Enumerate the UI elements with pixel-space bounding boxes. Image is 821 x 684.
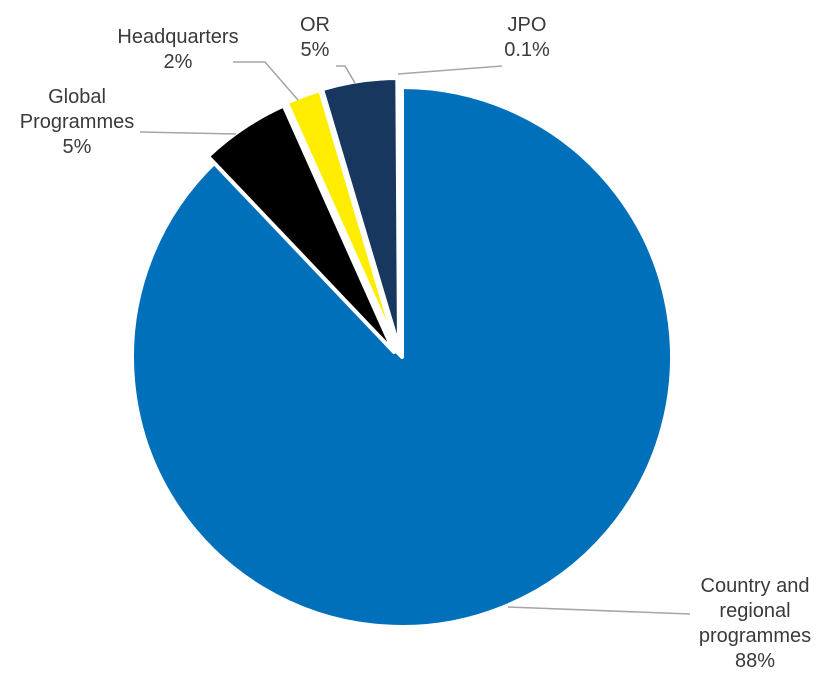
slice-label-or: OR 5% [300, 14, 330, 61]
slice-name-line: regional [719, 600, 790, 622]
pie-slices [130, 75, 674, 629]
slice-labels: Country and regional programmes 88% Global Pr… [20, 14, 811, 672]
slice-name-line: JPO [508, 14, 547, 36]
pie-slice-or [320, 76, 401, 350]
slice-value-label: 88% [735, 650, 775, 672]
leader-line-jpo [397, 65, 503, 75]
pie-slice-jpo [397, 75, 403, 350]
slice-name-line: OR [300, 14, 330, 36]
pie-slice-country-and-regional-programmes [130, 85, 674, 629]
leader-line-or [336, 65, 356, 84]
leader-line-country-and-regional-programmes [507, 606, 691, 615]
slice-name-line: programmes [699, 625, 811, 647]
slice-label-headquarters: Headquarters 2% [117, 26, 238, 73]
slice-label-jpo: JPO 0.1% [504, 14, 550, 61]
slice-value-label: 2% [164, 51, 193, 73]
leader-lines [139, 61, 691, 615]
pie-slice-global-programmes [205, 103, 396, 354]
leader-line-headquarters [233, 61, 299, 101]
slice-value-label: 0.1% [504, 39, 550, 61]
slice-name-line: Programmes [20, 111, 134, 133]
slice-value-label: 5% [63, 136, 92, 158]
slice-value-label: 5% [301, 39, 330, 61]
slice-name-line: Global [48, 86, 106, 108]
slice-name-line: Country and [701, 575, 810, 597]
leader-line-global-programmes [139, 131, 237, 135]
slice-name-line: Headquarters [117, 26, 238, 48]
pie-slice-headquarters [284, 88, 399, 351]
slice-label-global-programmes: Global Programmes 5% [20, 86, 134, 158]
slice-label-country-and-regional-programmes: Country and regional programmes 88% [699, 575, 811, 672]
